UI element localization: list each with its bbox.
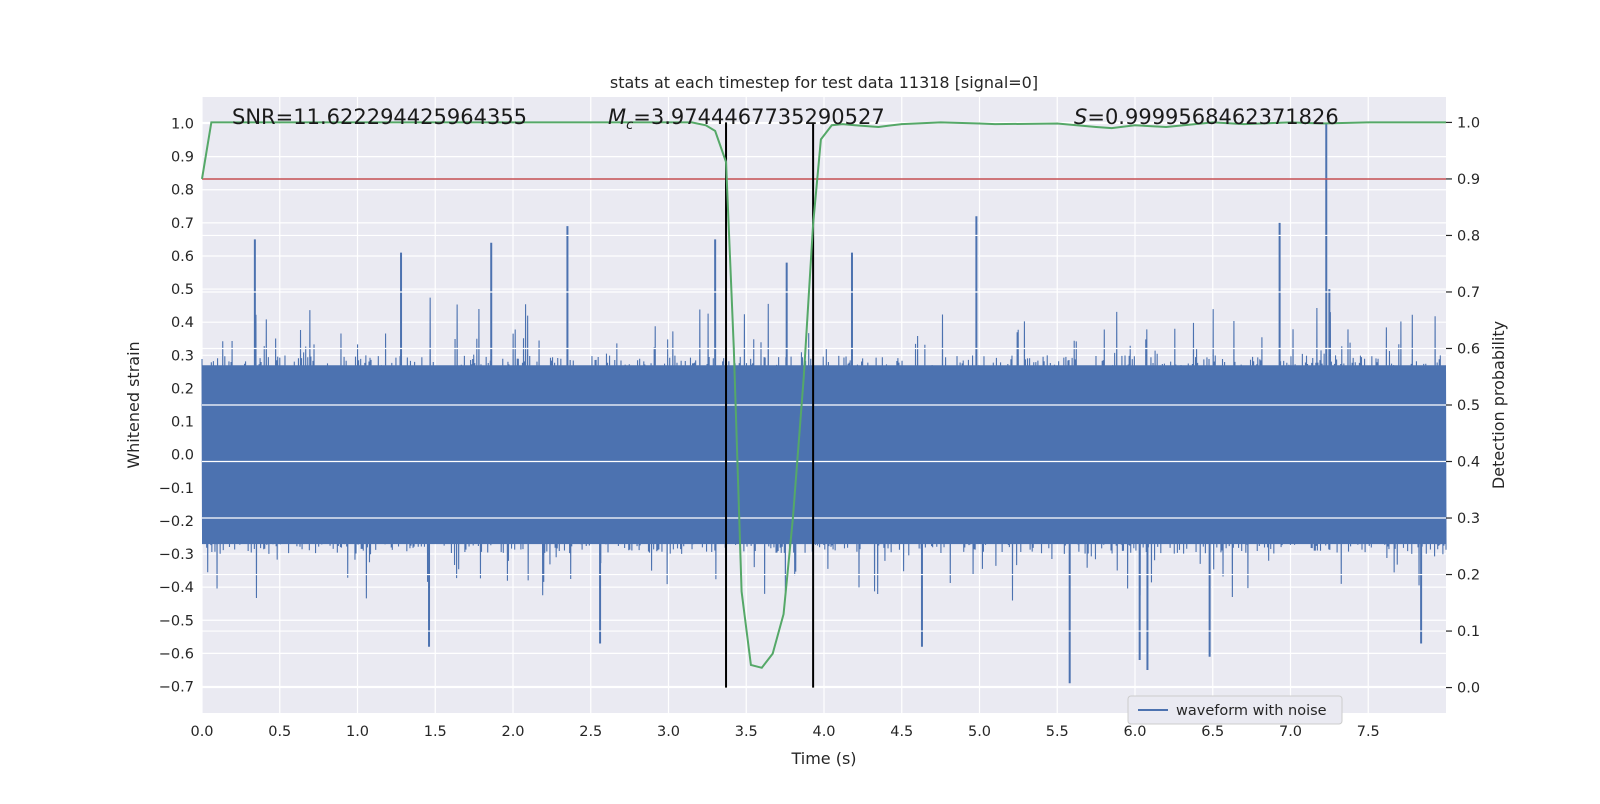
snr-annotation: SNR=11.622294425964355 [232, 105, 527, 129]
mc-symbol: M [608, 105, 626, 129]
y-tick-label: −0.2 [159, 514, 194, 530]
y-tick-label: 0.6 [171, 249, 194, 265]
y-tick-label: 0.1 [171, 415, 194, 431]
mc-value: =3.9744467735290527 [633, 105, 884, 129]
y-tick-label: 0.3 [171, 348, 194, 364]
y-tick-label: 0.4 [171, 315, 194, 331]
x-tick-label: 0.5 [268, 724, 291, 740]
y-tick-label: −0.7 [159, 680, 194, 696]
x-tick-label: 7.0 [1279, 724, 1302, 740]
probability-series [201, 121, 1446, 669]
legend-entry-waveform: waveform with noise [1176, 703, 1327, 719]
chirp-mass-annotation: Mc=3.9744467735290527 [608, 105, 885, 133]
x-tick-label: 3.5 [735, 724, 758, 740]
x-tick-label: 6.0 [1123, 724, 1146, 740]
x-tick-label: 5.5 [1046, 724, 1069, 740]
y2-tick-label: 0.4 [1457, 455, 1480, 471]
chart-title: stats at each timestep for test data 113… [610, 73, 1038, 92]
y2-tick-label: 0.8 [1457, 228, 1480, 244]
x-tick-label: 4.5 [890, 724, 913, 740]
x-tick-label: 5.0 [968, 724, 991, 740]
x-tick-label: 2.5 [579, 724, 602, 740]
x-tick-label: 0.0 [190, 724, 213, 740]
y-tick-label: −0.3 [159, 547, 194, 563]
y2-tick-label: 0.9 [1457, 172, 1480, 188]
s-annotation: S=0.9999568462371826 [1074, 105, 1339, 129]
probability-line [201, 121, 1446, 669]
y2-tick-label: 0.2 [1457, 568, 1480, 584]
x-tick-label: 7.5 [1357, 724, 1380, 740]
right-axis-ticks: 0.0 0.1 0.2 0.3 0.4 0.5 0.6 0.7 0.8 0.9 1.0 [1446, 115, 1480, 697]
legend: waveform with noise [1127, 695, 1343, 725]
y-tick-label: 0.2 [171, 381, 194, 397]
x-tick-label: 1.5 [424, 724, 447, 740]
y2-tick-label: 1.0 [1457, 115, 1480, 131]
y-tick-label: −0.4 [159, 580, 194, 596]
y-tick-label: −0.1 [159, 481, 194, 497]
legend-box [1127, 695, 1343, 725]
x-axis-label: Time (s) [790, 749, 856, 768]
y2-tick-label: 0.0 [1457, 681, 1480, 697]
y2-tick-label: 0.1 [1457, 624, 1480, 640]
y2-tick-label: 0.6 [1457, 341, 1480, 357]
x-tick-label: 4.0 [812, 724, 835, 740]
left-axis-ticks: −0.7 −0.6 −0.5 −0.4 −0.3 −0.2 −0.1 0.0 0.1 0.2 0.3… [159, 116, 194, 695]
x-tick-label: 2.0 [501, 724, 524, 740]
y2-tick-label: 0.7 [1457, 285, 1480, 301]
mc-subscript: c [626, 118, 633, 133]
y-tick-label: 0.8 [171, 183, 194, 199]
y-tick-label: −0.5 [159, 613, 194, 629]
s-symbol: S [1074, 105, 1087, 129]
y-tick-label: 1.0 [171, 116, 194, 132]
y-axis-label: Whitened strain [124, 341, 143, 468]
y-tick-label: 0.0 [171, 448, 194, 464]
waveform-series [201, 123, 1447, 684]
s-value: =0.9999568462371826 [1087, 105, 1338, 129]
y2-tick-label: 0.3 [1457, 511, 1480, 527]
x-tick-label: 1.0 [346, 724, 369, 740]
y-tick-label: −0.6 [159, 646, 194, 662]
x-tick-label: 6.5 [1201, 724, 1224, 740]
x-axis-ticks: 0.0 0.5 1.0 1.5 2.0 2.5 3.0 3.5 4.0 4.5 5.0 5.5 6.0 6… [190, 724, 1379, 740]
y-tick-label: 0.9 [171, 150, 194, 166]
waveform-core-band [202, 365, 1446, 545]
y2-tick-label: 0.5 [1457, 398, 1480, 414]
y-tick-label: 0.5 [171, 282, 194, 298]
x-tick-label: 3.0 [657, 724, 680, 740]
y2-axis-label: Detection probability [1489, 321, 1508, 489]
y-tick-label: 0.7 [171, 216, 194, 232]
